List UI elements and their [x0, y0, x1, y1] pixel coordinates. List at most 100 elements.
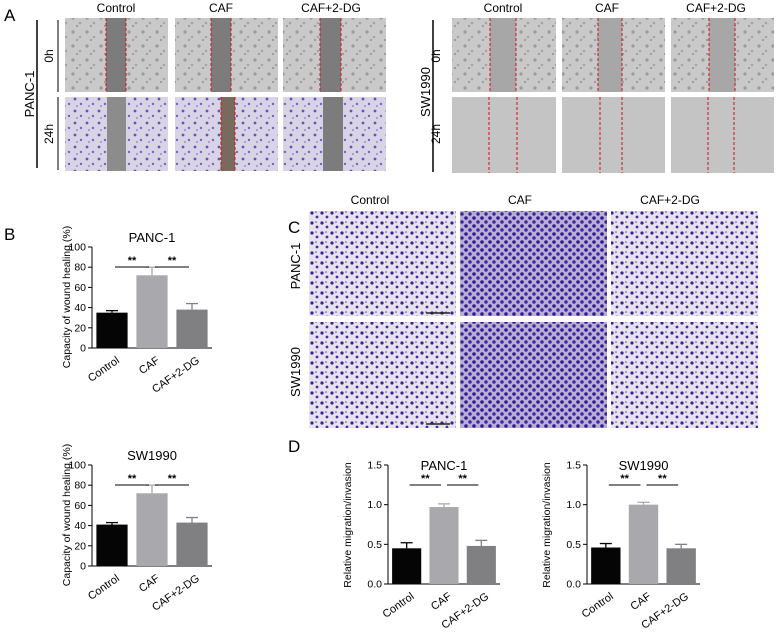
bar-1	[136, 275, 168, 348]
group-label-caf2dg: CAF+2-DG	[301, 1, 361, 15]
micrograph	[175, 97, 278, 171]
y-axis-label: Capacity of wound healing (%)	[61, 444, 73, 586]
y-tick-label: 0	[80, 343, 86, 355]
micrograph	[671, 97, 774, 173]
significance-label: **	[620, 473, 629, 485]
y-tick-label: 1.0	[367, 499, 382, 511]
y-tick-label: 0.0	[367, 579, 382, 591]
y-tick-label: 1.5	[566, 460, 581, 472]
x-tick-label: CAF	[628, 590, 653, 613]
bar-2	[176, 309, 208, 348]
bar-2	[466, 545, 496, 584]
y-tick-label: 20	[74, 540, 86, 552]
time-label-24h: 24h	[42, 124, 56, 144]
group-label-caf: CAF	[209, 1, 233, 15]
micrograph	[671, 18, 774, 92]
x-tick-label: Control	[86, 573, 122, 603]
panel-letter-a: A	[4, 6, 16, 25]
y-tick-label: 40	[74, 302, 86, 314]
time-label-0h: 0h	[429, 49, 443, 62]
wound-block-sw1990: SW1990 Control CAF CAF+2-DG 0h 24h	[418, 1, 774, 173]
y-tick-label: 40	[74, 520, 86, 532]
significance-label: **	[128, 473, 137, 485]
bar-chart-sw1990-migration: SW1990 Relative migration/invasion 0.0 0.5 1…	[541, 458, 700, 632]
significance-label: **	[458, 473, 467, 485]
panel-letter-d: D	[288, 437, 300, 456]
transwell-image	[611, 322, 758, 428]
group-label-caf2dg: CAF+2-DG	[640, 193, 700, 207]
transwell-image	[309, 211, 456, 316]
micrograph	[562, 97, 665, 173]
bar-chart-panc1-wound: PANC-1 Capacity of wound healing (%) 0 20 40…	[61, 226, 212, 396]
row-label-panc1: PANC-1	[288, 243, 303, 290]
group-label-control: Control	[351, 193, 390, 207]
y-axis-label: Capacity of wound healing (%)	[61, 226, 73, 368]
significance-label: **	[168, 255, 177, 267]
bar-0	[392, 548, 422, 584]
bar-0	[96, 524, 128, 566]
x-tick-label: Control	[86, 355, 122, 385]
chart-title: PANC-1	[421, 458, 468, 473]
y-axis-label: Relative migration/invasion	[541, 462, 553, 588]
panel-letter-c: C	[288, 218, 300, 237]
chart-title: SW1990	[127, 448, 177, 463]
y-tick-label: 60	[74, 500, 86, 512]
group-label-control: Control	[484, 1, 523, 15]
x-tick-label: CAF	[429, 590, 454, 613]
y-tick-label: 1.5	[367, 460, 382, 472]
micrograph	[562, 18, 665, 92]
bar-0	[591, 547, 621, 584]
x-tick-label: Control	[381, 591, 417, 621]
x-tick-label: CAF	[137, 354, 162, 377]
micrograph	[452, 18, 556, 92]
chart-title: SW1990	[619, 458, 669, 473]
bar-chart-sw1990-wound: SW1990 Capacity of wound healing (%) 0 20 40…	[61, 444, 212, 614]
significance-label: **	[168, 473, 177, 485]
row-label-sw1990: SW1990	[288, 347, 303, 397]
bar-1	[429, 507, 459, 584]
group-label-caf: CAF	[595, 1, 619, 15]
y-axis-label: Relative migration/invasion	[342, 462, 354, 588]
wound-block-panc1: Control CAF CAF+2-DG PANC-1 0h 24h	[22, 1, 386, 171]
group-label-control: Control	[97, 1, 136, 15]
micrograph	[452, 97, 556, 173]
time-label-0h: 0h	[42, 49, 56, 62]
transwell-image	[460, 211, 607, 316]
panel-c: Control CAF CAF+2-DG PANC-1 SW1990	[288, 193, 758, 428]
micrograph	[65, 97, 168, 171]
group-label-control: SW1990	[418, 67, 433, 117]
micrograph	[283, 18, 386, 92]
y-tick-label: 80	[74, 262, 86, 274]
y-tick-label: 60	[74, 282, 86, 294]
transwell-image	[611, 211, 758, 316]
y-tick-label: 20	[74, 322, 86, 334]
x-tick-label: CAF	[137, 572, 162, 595]
y-tick-label: 1.0	[566, 499, 581, 511]
micrograph	[175, 18, 278, 92]
significance-label: **	[128, 255, 137, 267]
y-tick-label: 0	[80, 561, 86, 573]
y-tick-label: 80	[74, 480, 86, 492]
bar-1	[628, 504, 659, 584]
micrograph	[283, 97, 386, 171]
bar-chart-panc1-migration: PANC-1 Relative migration/invasion 0.0 0.5 1…	[342, 458, 500, 632]
time-label-24h: 24h	[429, 124, 443, 144]
y-tick-label: 0.5	[367, 539, 382, 551]
panel-a: Control CAF CAF+2-DG PANC-1 0h 24h SW199…	[22, 1, 774, 173]
significance-label: **	[658, 473, 667, 485]
significance-label: **	[421, 473, 430, 485]
y-tick-label: 100	[68, 242, 86, 254]
y-tick-label: 0.5	[566, 539, 581, 551]
x-tick-label: Control	[580, 591, 616, 621]
bar-2	[666, 548, 696, 584]
y-tick-label: 100	[68, 460, 86, 472]
transwell-image	[460, 322, 607, 428]
panel-letter-b: B	[4, 225, 15, 244]
chart-title: PANC-1	[129, 230, 176, 245]
cell-line-label: PANC-1	[22, 71, 37, 118]
micrograph	[65, 18, 168, 92]
bar-0	[96, 312, 128, 348]
bar-2	[176, 522, 208, 566]
bar-1	[136, 493, 168, 566]
